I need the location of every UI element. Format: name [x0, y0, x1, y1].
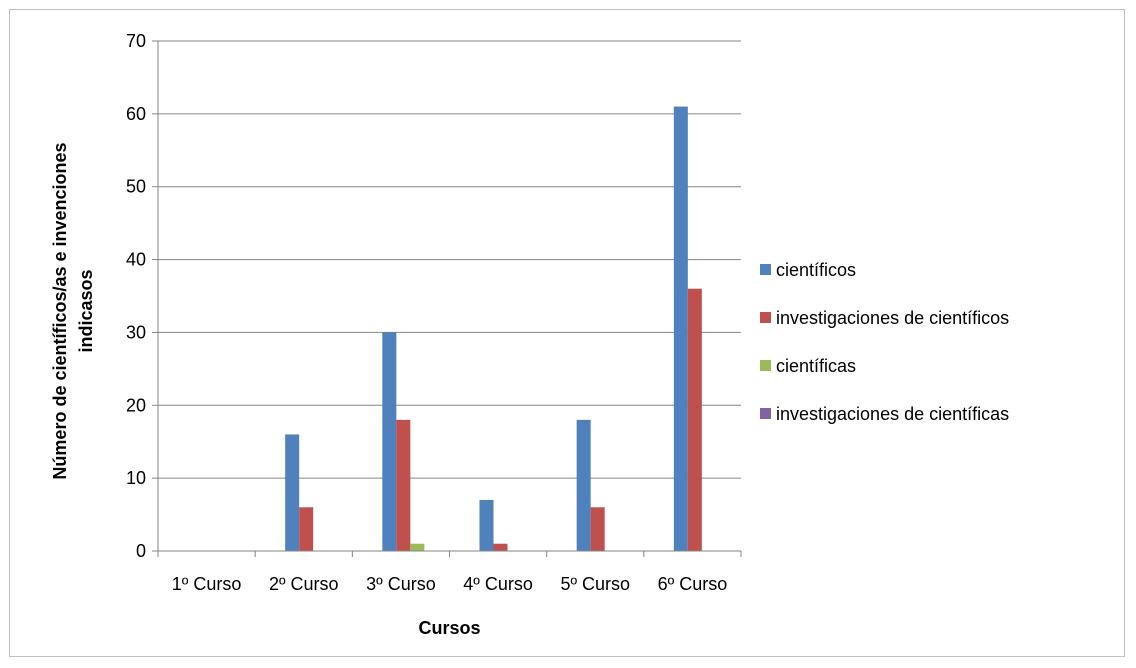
- y-tick-label: 20: [126, 395, 146, 415]
- y-tick-label: 60: [126, 104, 146, 124]
- bar-0-3: [479, 500, 494, 551]
- bar-0-5: [673, 106, 688, 552]
- y-tick-label: 40: [126, 250, 146, 270]
- legend-label: científicas: [776, 356, 856, 376]
- y-tick-label: 30: [126, 322, 146, 342]
- y-axis-title-line: indicasos: [76, 269, 96, 352]
- legend-label: investigaciones de científicas: [776, 404, 1009, 424]
- x-tick-label: 3º Curso: [366, 574, 436, 594]
- legend-label: investigaciones de científicos: [776, 308, 1009, 328]
- bar-2-2: [410, 543, 425, 551]
- bar-1-3: [493, 543, 508, 551]
- y-tick-label: 50: [126, 177, 146, 197]
- legend-swatch: [760, 312, 771, 323]
- bar-1-1: [299, 507, 314, 551]
- y-tick-label: 70: [126, 31, 146, 51]
- x-tick-label: 1º Curso: [172, 574, 242, 594]
- bar-0-4: [576, 419, 591, 551]
- gridlines: [152, 40, 741, 552]
- legend: científicos investigaciones de científico…: [760, 260, 1009, 424]
- y-tick-label: 0: [136, 541, 146, 561]
- bars: [285, 106, 702, 552]
- bar-0-2: [382, 332, 397, 551]
- y-tick-labels: 0 10 20 30 40 50 60 70: [126, 31, 146, 561]
- bar-0-1: [285, 434, 300, 551]
- legend-label: científicos: [776, 260, 856, 280]
- bar-1-4: [590, 507, 605, 551]
- legend-swatch: [760, 360, 771, 371]
- chart-area: [9, 9, 1125, 657]
- y-tick-label: 10: [126, 468, 146, 488]
- y-axis-title: Número de científicos/as e invenciones in…: [50, 142, 96, 479]
- x-tick-label: 4º Curso: [463, 574, 533, 594]
- y-axis-title-line: Número de científicos/as e invenciones: [50, 142, 70, 479]
- legend-swatch: [760, 264, 771, 275]
- legend-swatch: [760, 408, 771, 419]
- x-axis-title: Cursos: [418, 618, 480, 638]
- x-tick-labels: 1º Curso 2º Curso 3º Curso 4º Curso 5º Curso…: [172, 574, 727, 594]
- x-tick-label: 6º Curso: [658, 574, 728, 594]
- x-tick-label: 5º Curso: [560, 574, 630, 594]
- axes: [157, 41, 742, 557]
- bar-1-5: [687, 288, 702, 551]
- bar-1-2: [396, 419, 411, 551]
- x-tick-label: 2º Curso: [269, 574, 339, 594]
